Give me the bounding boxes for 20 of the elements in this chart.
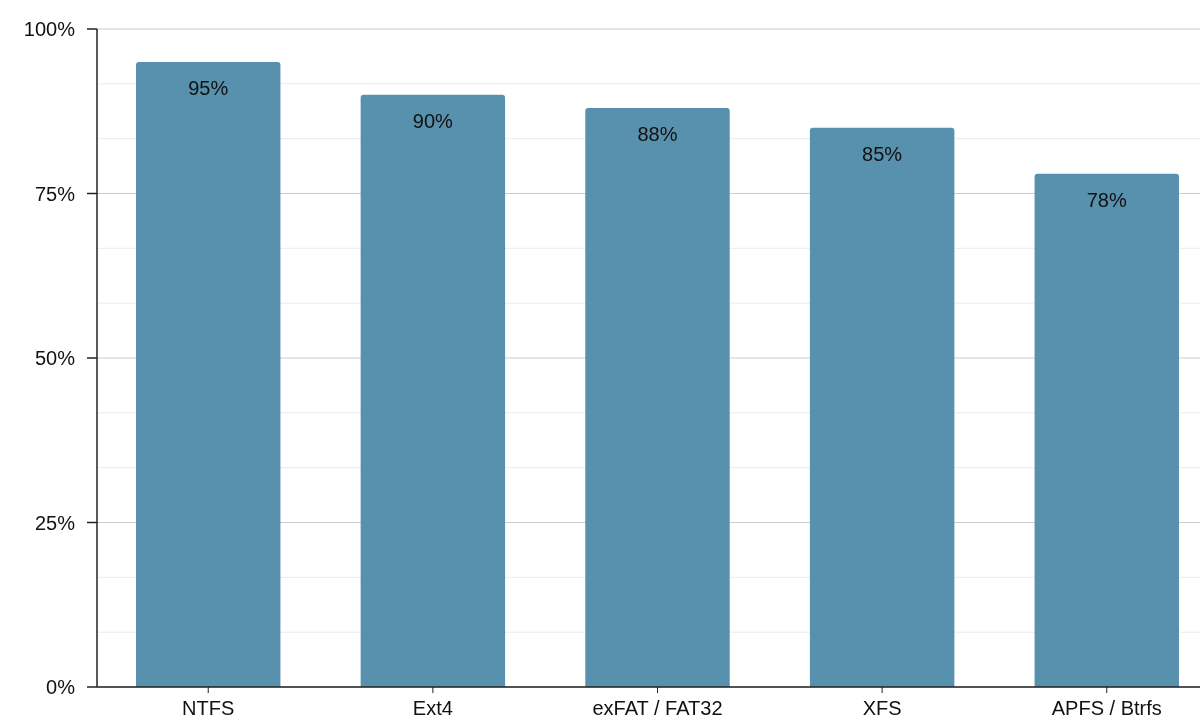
y-tick-label: 0% bbox=[46, 676, 76, 698]
data-label: 85% bbox=[862, 142, 903, 165]
bar bbox=[585, 107, 730, 687]
x-tick-label: exFAT / FAT32 bbox=[592, 697, 723, 719]
x-tick-label: NTFS bbox=[182, 697, 235, 719]
bar bbox=[136, 61, 281, 687]
x-tick-label: XFS bbox=[862, 697, 902, 719]
data-label: 78% bbox=[1086, 188, 1128, 211]
y-tick-label: 25% bbox=[34, 511, 76, 534]
y-tick-label: 75% bbox=[34, 182, 76, 205]
bar bbox=[360, 94, 506, 687]
y-tick-label: 50% bbox=[34, 347, 76, 369]
x-tick-label: Ext4 bbox=[412, 697, 453, 719]
data-label: 88% bbox=[637, 122, 678, 145]
bar bbox=[1034, 173, 1179, 687]
data-label: 90% bbox=[412, 109, 454, 132]
bar bbox=[809, 127, 955, 687]
x-tick-label: APFS / Btrfs bbox=[1051, 697, 1162, 719]
data-label: 95% bbox=[188, 76, 229, 99]
y-tick-label: 100% bbox=[23, 18, 76, 40]
